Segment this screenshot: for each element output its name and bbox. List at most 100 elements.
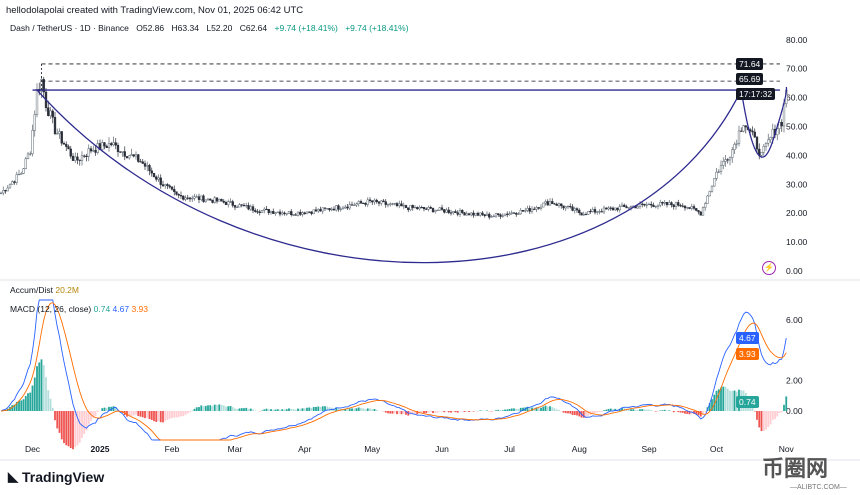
- candle-body: [692, 206, 696, 209]
- macd-histogram-bar: [321, 406, 324, 411]
- macd-histogram-bar: [513, 408, 515, 411]
- candle-body: [517, 213, 520, 215]
- macd-legend[interactable]: MACD (12, 26, close) 0.74 4.67 3.93: [10, 304, 148, 314]
- macd-histogram-bar: [87, 411, 90, 425]
- macd-histogram-bar: [555, 409, 558, 411]
- candle-body: [321, 207, 324, 212]
- candle-body: [173, 189, 176, 192]
- candle-body: [65, 144, 68, 147]
- lightning-icon[interactable]: ⚡: [762, 261, 776, 275]
- macd-histogram-bar: [596, 411, 599, 413]
- macd-histogram-bar: [18, 400, 20, 411]
- candle-body: [353, 204, 356, 206]
- macd-label: MACD (12, 26, close): [10, 304, 92, 314]
- candle-body: [587, 210, 590, 215]
- candle-body: [116, 144, 120, 153]
- macd-histogram-bar: [389, 411, 392, 414]
- candle-body: [215, 197, 219, 202]
- macd-histogram-bar: [771, 411, 774, 420]
- macd-histogram-bar: [776, 411, 779, 417]
- candle-body: [308, 211, 311, 213]
- candle-body: [654, 206, 657, 208]
- macd-histogram-bar: [202, 406, 205, 411]
- tradingview-logo[interactable]: ◣ TradingView: [8, 469, 104, 485]
- macd-histogram-bar: [180, 411, 182, 417]
- candle-body: [222, 200, 225, 203]
- macd-histogram-bar: [375, 409, 378, 411]
- candle-body: [665, 202, 669, 206]
- macd-histogram-bar: [112, 406, 115, 411]
- macd-histogram-bar: [562, 411, 565, 413]
- price-tick: 70.00: [786, 64, 808, 74]
- candle-body: [526, 208, 529, 211]
- candle-body: [292, 214, 295, 216]
- macd-histogram-bar: [225, 406, 227, 411]
- macd-histogram-bar: [540, 407, 542, 411]
- macd-histogram-bar: [519, 407, 522, 411]
- candle-body: [242, 204, 246, 207]
- ohlc-high: H63.34: [171, 23, 199, 33]
- macd-histogram-bar: [240, 408, 243, 411]
- candle-body: [209, 198, 212, 201]
- candle-body: [683, 205, 687, 209]
- macd-histogram-bar: [650, 410, 653, 411]
- macd-histogram-bar: [11, 405, 14, 411]
- candle-body: [152, 172, 156, 178]
- macd-histogram-bar: [20, 400, 23, 411]
- candle-body: [602, 207, 606, 213]
- macd-histogram-bar: [621, 408, 623, 411]
- macd-histogram-bar: [328, 407, 331, 411]
- macd-histogram-bar: [537, 407, 540, 411]
- macd-histogram-bar: [186, 411, 189, 414]
- macd-histogram-bar: [632, 409, 635, 411]
- candle-body: [305, 211, 309, 215]
- macd-histogram-bar: [285, 409, 288, 411]
- candle-body: [605, 207, 608, 210]
- candle-body: [204, 199, 207, 202]
- candle-body: [557, 203, 561, 206]
- macd-histogram-bar: [479, 410, 482, 411]
- macd-histogram-bar: [499, 410, 502, 411]
- candle-body: [103, 142, 106, 147]
- candle-body: [728, 157, 732, 161]
- macd-histogram-bar: [108, 406, 110, 411]
- candle-body: [573, 208, 576, 211]
- candle-body: [13, 181, 16, 183]
- x-tick: Mar: [228, 444, 243, 454]
- candle-body: [598, 211, 601, 213]
- candle-body: [121, 151, 124, 153]
- accum-dist-legend[interactable]: Accum/Dist 20.2M: [10, 285, 79, 295]
- candle-body: [434, 210, 437, 213]
- candle-body: [661, 202, 664, 204]
- macd-histogram-bar: [189, 411, 191, 413]
- x-tick: Oct: [710, 444, 724, 454]
- symbol-name[interactable]: Dash / TetherUS · 1D · Binance: [10, 23, 129, 33]
- macd-histogram-bar: [663, 409, 666, 411]
- macd-histogram-bar: [276, 409, 279, 411]
- candle-body: [287, 211, 291, 214]
- macd-histogram-bar: [49, 398, 52, 411]
- macd-histogram-bar: [618, 408, 621, 411]
- macd-histogram-bar: [643, 409, 646, 411]
- macd-histogram-bar: [648, 409, 650, 411]
- macd-histogram-bar: [391, 411, 394, 414]
- candle-body: [101, 142, 104, 150]
- macd-histogram-bar: [204, 405, 207, 411]
- macd-histogram-bar: [231, 407, 234, 411]
- candle-body: [764, 143, 768, 147]
- macd-histogram-bar: [438, 411, 441, 412]
- macd-signal-value: 3.93: [131, 304, 149, 314]
- candle-body: [337, 205, 340, 210]
- macd-histogram-bar: [551, 407, 554, 411]
- macd-histogram-bar: [299, 408, 302, 411]
- macd-histogram-bar: [29, 392, 32, 411]
- macd-histogram-bar: [702, 411, 704, 415]
- macd-histogram-bar: [501, 410, 504, 411]
- candle-body: [443, 209, 446, 213]
- macd-histogram-bar: [627, 409, 630, 411]
- candle-body: [530, 208, 534, 212]
- macd-histogram-bar: [517, 408, 520, 411]
- candle-body: [236, 206, 239, 208]
- candle-body: [620, 204, 624, 207]
